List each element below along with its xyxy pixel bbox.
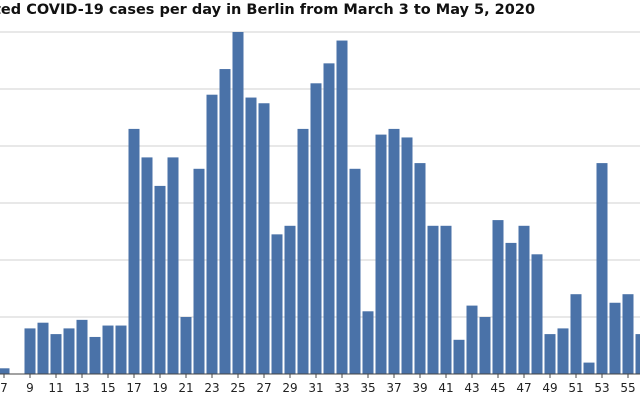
bar	[492, 220, 504, 374]
bar	[167, 157, 179, 374]
bar	[154, 185, 166, 374]
x-tick-label: 55	[620, 381, 635, 395]
x-tick-label: 49	[542, 381, 557, 395]
bars	[0, 32, 640, 375]
bar	[349, 168, 361, 374]
bar	[24, 328, 36, 374]
bar	[89, 336, 101, 374]
x-tick-labels: 7 9 11 13 15 17 19 21 23 25 27 29 31 33 35 37 39 41 43 45 47…	[0, 374, 636, 395]
bar	[0, 368, 10, 374]
bar	[466, 305, 478, 374]
x-tick-label: 17	[126, 381, 141, 395]
x-tick-label: 15	[100, 381, 115, 395]
bar	[323, 63, 335, 374]
x-tick-label: 7	[0, 381, 8, 395]
bar	[284, 225, 296, 374]
bar	[271, 234, 283, 374]
bar	[193, 168, 205, 374]
bar	[63, 328, 75, 374]
bar	[518, 225, 530, 374]
x-tick-label: 35	[360, 381, 375, 395]
bar	[245, 97, 257, 375]
x-tick-label: 43	[464, 381, 479, 395]
bar	[102, 325, 114, 374]
bar	[76, 319, 88, 374]
bar	[375, 134, 387, 374]
bar	[141, 157, 153, 374]
chart-title: ted COVID-19 cases per day in Berlin fro…	[0, 2, 536, 18]
x-tick-label: 23	[204, 381, 219, 395]
bar	[622, 294, 634, 374]
bar	[206, 94, 218, 374]
bar	[362, 311, 374, 374]
bar	[297, 128, 309, 374]
bar	[401, 137, 413, 374]
x-tick-label: 47	[516, 381, 531, 395]
bar	[258, 103, 270, 374]
bar	[635, 334, 640, 374]
bar	[479, 317, 491, 374]
bar	[128, 128, 140, 374]
bar	[453, 339, 465, 374]
bar	[570, 294, 582, 374]
bar	[310, 83, 322, 375]
x-tick-label: 21	[178, 381, 193, 395]
bar	[531, 254, 543, 374]
bar	[596, 163, 608, 374]
x-tick-label: 53	[594, 381, 609, 395]
x-tick-label: 39	[412, 381, 427, 395]
x-tick-label: 25	[230, 381, 245, 395]
bar	[232, 32, 244, 374]
bar	[414, 163, 426, 374]
bar	[583, 362, 595, 374]
bar	[336, 40, 348, 375]
x-tick-label: 37	[386, 381, 401, 395]
x-tick-label: 13	[74, 381, 89, 395]
bar	[219, 69, 231, 375]
bar	[427, 225, 439, 374]
bar	[544, 334, 556, 374]
x-tick-label: 19	[152, 381, 167, 395]
x-tick-label: 45	[490, 381, 505, 395]
bar	[37, 322, 49, 374]
bar	[180, 317, 192, 374]
x-tick-label: 31	[308, 381, 323, 395]
x-tick-label: 29	[282, 381, 297, 395]
x-tick-label: 27	[256, 381, 271, 395]
x-tick-label: 11	[48, 381, 63, 395]
x-tick-label: 41	[438, 381, 453, 395]
bar	[50, 334, 62, 374]
bar	[388, 128, 400, 374]
bar	[609, 302, 621, 374]
bar	[440, 225, 452, 374]
bar	[557, 328, 569, 374]
bar	[505, 242, 517, 374]
x-tick-label: 51	[568, 381, 583, 395]
bar	[115, 325, 127, 374]
x-tick-label: 33	[334, 381, 349, 395]
x-tick-label: 9	[26, 381, 34, 395]
